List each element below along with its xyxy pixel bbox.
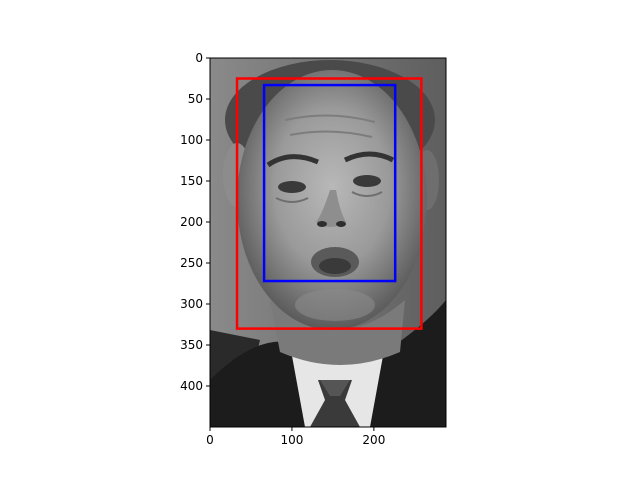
y-tick-label: 400 (180, 379, 203, 393)
x-tick-label: 100 (280, 433, 303, 447)
y-tick-label: 50 (188, 92, 203, 106)
y-tick-label: 100 (180, 133, 203, 147)
x-axis: 0 100 200 (206, 427, 385, 447)
plot-frame (209, 57, 447, 428)
y-tick-label: 250 (180, 256, 203, 270)
y-tick-label: 150 (180, 174, 203, 188)
y-tick-label: 300 (180, 297, 203, 311)
bounding-boxes (235, 77, 423, 330)
photo-image (210, 58, 446, 427)
y-axis: 0 50 100 150 200 250 300 350 400 (180, 51, 210, 393)
x-tick-label: 0 (206, 433, 214, 447)
bounding-box-1 (235, 77, 423, 330)
x-tick-label: 200 (362, 433, 385, 447)
y-tick-label: 350 (180, 338, 203, 352)
bounding-box-2 (262, 83, 397, 283)
y-tick-label: 0 (195, 51, 203, 65)
y-tick-label: 200 (180, 215, 203, 229)
